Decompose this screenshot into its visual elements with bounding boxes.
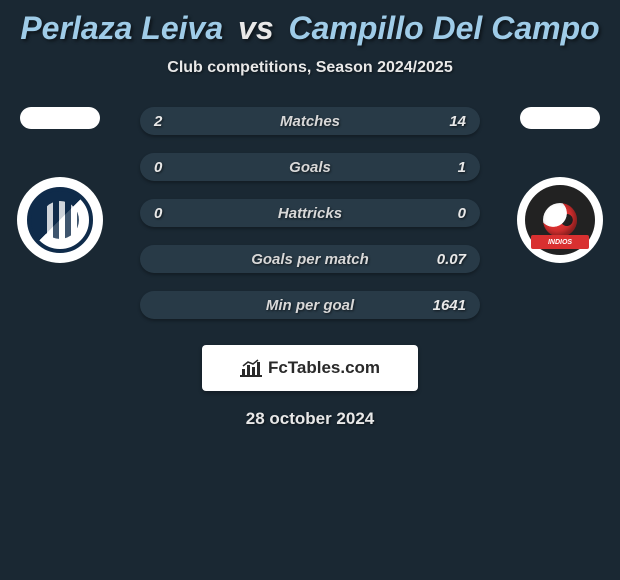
stat-label: Matches (280, 113, 340, 130)
vs-separator: vs (238, 10, 274, 46)
stat-label: Goals per match (251, 251, 369, 268)
player-b-column: INDIOS (510, 107, 610, 263)
player-b-name: Campillo Del Campo (289, 10, 600, 46)
stat-b-value: 1641 (426, 297, 466, 314)
page-title: Perlaza Leiva vs Campillo Del Campo (0, 0, 620, 47)
stat-b-value: 0.07 (426, 251, 466, 268)
stat-row-goals-per-match: Goals per match 0.07 (140, 245, 480, 273)
stat-b-value: 1 (426, 159, 466, 176)
watermark-text: FcTables.com (268, 358, 380, 378)
indios-logo-icon: INDIOS (525, 185, 595, 255)
watermark: FcTables.com (202, 345, 418, 391)
stat-row-hattricks: 0 Hattricks 0 (140, 199, 480, 227)
stat-b-value: 14 (426, 113, 466, 130)
stat-b-value: 0 (426, 205, 466, 222)
player-a-club-badge (17, 177, 103, 263)
stat-row-matches: 2 Matches 14 (140, 107, 480, 135)
queretaro-logo-icon (27, 187, 93, 253)
comparison-card: Perlaza Leiva vs Campillo Del Campo Club… (0, 0, 620, 580)
player-a-column (10, 107, 110, 263)
stat-row-goals: 0 Goals 1 (140, 153, 480, 181)
subtitle: Club competitions, Season 2024/2025 (0, 59, 620, 77)
stat-label: Min per goal (266, 297, 354, 314)
player-a-name: Perlaza Leiva (20, 10, 223, 46)
stats-column: 2 Matches 14 0 Goals 1 0 Hattricks 0 Goa… (110, 107, 510, 337)
player-b-nation-pill (520, 107, 600, 129)
player-b-club-badge: INDIOS (517, 177, 603, 263)
player-a-nation-pill (20, 107, 100, 129)
content-row: 2 Matches 14 0 Goals 1 0 Hattricks 0 Goa… (0, 107, 620, 337)
stat-a-value: 0 (154, 205, 194, 222)
stat-row-min-per-goal: Min per goal 1641 (140, 291, 480, 319)
indios-banner: INDIOS (531, 235, 589, 249)
snapshot-date: 28 october 2024 (0, 409, 620, 429)
stat-a-value: 0 (154, 159, 194, 176)
soccer-ball-icon (543, 203, 577, 237)
bars-chart-icon (240, 359, 262, 377)
stat-label: Goals (289, 159, 331, 176)
stat-label: Hattricks (278, 205, 342, 222)
stat-a-value: 2 (154, 113, 194, 130)
